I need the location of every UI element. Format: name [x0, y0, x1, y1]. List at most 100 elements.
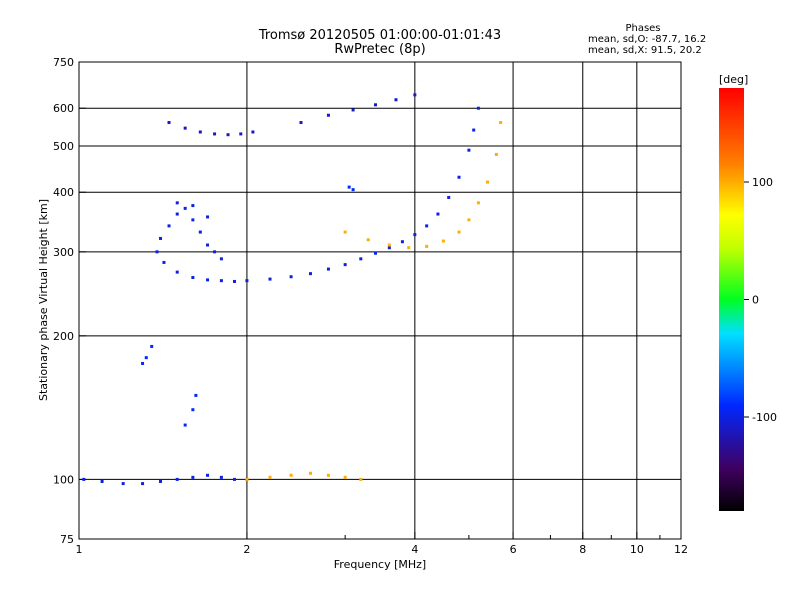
data-point	[407, 246, 411, 250]
data-point	[343, 475, 347, 479]
data-point	[289, 473, 293, 477]
data-point	[206, 473, 210, 477]
y-tick-label: 300	[53, 246, 74, 259]
y-tick-label: 600	[53, 102, 74, 115]
colorbar-tick-label: -100	[752, 411, 777, 424]
data-point	[373, 103, 377, 107]
x-tick-label: 6	[510, 543, 517, 556]
x-tick-label: 12	[674, 543, 688, 556]
data-point	[219, 257, 223, 261]
data-point	[326, 113, 330, 117]
data-point	[425, 244, 429, 248]
data-point	[359, 477, 363, 481]
colorbar-label: [deg]	[719, 73, 748, 86]
data-point	[499, 121, 503, 125]
data-point	[387, 243, 391, 247]
data-point	[155, 250, 159, 254]
plot-border	[78, 61, 682, 540]
data-point	[457, 230, 461, 234]
data-point	[191, 204, 195, 208]
y-tick-label: 750	[53, 56, 74, 69]
data-point	[343, 263, 347, 267]
data-point	[413, 93, 417, 97]
data-point	[413, 233, 417, 237]
y-tick-label: 500	[53, 140, 74, 153]
data-point	[226, 133, 230, 137]
colorbar	[719, 88, 744, 511]
data-point	[351, 108, 355, 112]
data-point	[206, 243, 210, 247]
phases-box-title: Phases	[625, 23, 660, 34]
data-point	[191, 218, 195, 222]
phases-box-line1: mean, sd,O: -87.7, 16.2	[588, 34, 706, 45]
data-point	[183, 206, 187, 210]
data-point	[150, 344, 154, 348]
x-tick-label: 2	[243, 543, 250, 556]
data-point	[476, 201, 480, 205]
data-point	[308, 471, 312, 475]
colorbar-tick-label: 0	[752, 294, 759, 307]
data-point	[141, 482, 145, 486]
x-axis-label: Frequency [MHz]	[334, 558, 426, 571]
data-point	[343, 230, 347, 234]
data-point	[175, 201, 179, 205]
data-point	[175, 212, 179, 216]
plot-area	[78, 61, 682, 540]
data-point	[219, 475, 223, 479]
data-point	[213, 132, 217, 136]
x-tick-label: 10	[630, 543, 644, 556]
data-point	[400, 240, 404, 244]
data-point	[373, 251, 377, 255]
data-point	[82, 477, 86, 481]
data-point	[206, 215, 210, 219]
data-point	[467, 148, 471, 152]
y-tick-label: 75	[60, 533, 74, 546]
data-point	[467, 218, 471, 222]
data-point	[144, 356, 148, 360]
data-point	[141, 361, 145, 365]
colorbar-ticks: 100 0 -100	[744, 176, 777, 424]
chart-subtitle: RwPretec (8p)	[334, 42, 425, 57]
data-point	[394, 98, 398, 102]
data-point	[191, 475, 195, 479]
data-point	[326, 473, 330, 477]
data-point	[457, 175, 461, 179]
x-tick-label: 8	[579, 543, 586, 556]
data-point	[347, 185, 351, 189]
data-point	[232, 279, 236, 283]
data-point	[159, 479, 163, 483]
y-tick-label: 100	[53, 473, 74, 486]
data-point	[436, 212, 440, 216]
data-point	[121, 482, 125, 486]
data-points	[82, 93, 503, 486]
data-point	[198, 230, 202, 234]
y-tick-label: 400	[53, 186, 74, 199]
data-point	[486, 180, 490, 184]
data-point	[206, 278, 210, 282]
grid-lines	[79, 62, 681, 539]
data-point	[245, 279, 249, 283]
data-point	[472, 128, 476, 132]
data-point	[351, 188, 355, 192]
data-point	[191, 408, 195, 412]
data-point	[191, 276, 195, 280]
data-point	[232, 477, 236, 481]
data-point	[425, 224, 429, 228]
y-axis-label: Stationary phase Virtual Height [km]	[37, 199, 50, 401]
data-point	[268, 277, 272, 281]
data-point	[183, 423, 187, 427]
data-point	[299, 121, 303, 125]
data-point	[198, 130, 202, 134]
y-tick-label: 200	[53, 330, 74, 343]
data-point	[268, 475, 272, 479]
data-point	[167, 224, 171, 228]
data-point	[219, 279, 223, 283]
data-point	[447, 195, 451, 199]
data-point	[359, 257, 363, 261]
data-point	[441, 239, 445, 243]
data-point	[289, 275, 293, 279]
phases-box-line2: mean, sd,X: 91.5, 20.2	[588, 45, 702, 56]
data-point	[194, 393, 198, 397]
